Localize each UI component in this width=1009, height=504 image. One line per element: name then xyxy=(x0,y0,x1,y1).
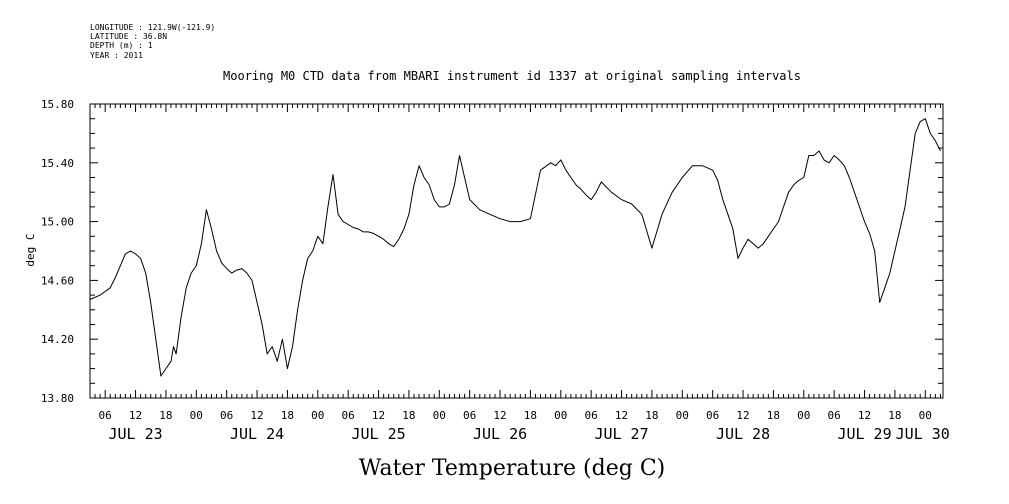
year-label: YEAR : 2011 xyxy=(90,51,143,60)
y-tick-label: 13.80 xyxy=(41,392,74,405)
depth-label: DEPTH (m) : 1 xyxy=(90,41,153,50)
x-hour-label: 06 xyxy=(463,409,476,422)
x-day-label: JUL 28 xyxy=(716,425,770,443)
temperature-series-line xyxy=(89,118,941,377)
y-axis-label: deg C xyxy=(24,233,37,266)
y-tick-label: 15.80 xyxy=(41,98,74,111)
x-hour-label: 00 xyxy=(554,409,567,422)
x-hour-label: 12 xyxy=(129,409,142,422)
x-hour-label: 18 xyxy=(645,409,658,422)
y-tick-label: 15.00 xyxy=(41,216,74,229)
x-day-label: JUL 30 xyxy=(896,425,950,443)
plot-frame xyxy=(89,103,944,399)
x-hour-label: 00 xyxy=(311,409,324,422)
x-hour-label: 12 xyxy=(372,409,385,422)
x-hour-label: 06 xyxy=(828,409,841,422)
latitude-label: LATITUDE : 36.8N xyxy=(90,32,167,41)
x-hour-label: 06 xyxy=(706,409,719,422)
x-axis: 06 12 18 00 06 12 18 00 06 12 18 00 06 12 18 00 06 12 18 00… xyxy=(89,104,950,443)
x-hour-label: 12 xyxy=(736,409,749,422)
y-tick-label: 15.40 xyxy=(41,157,74,170)
x-hour-label: 12 xyxy=(858,409,871,422)
x-hour-label: 00 xyxy=(433,409,446,422)
x-hour-label: 18 xyxy=(402,409,415,422)
x-hour-label: 00 xyxy=(676,409,689,422)
x-day-label: JUL 25 xyxy=(351,425,405,443)
y-tick-label: 14.60 xyxy=(41,274,74,287)
x-day-label: JUL 24 xyxy=(230,425,284,443)
x-hour-label: 06 xyxy=(220,409,233,422)
x-hour-label: 18 xyxy=(281,409,294,422)
series-layer xyxy=(89,118,941,377)
x-hour-label: 18 xyxy=(767,409,780,422)
x-hour-label: 12 xyxy=(493,409,506,422)
x-day-label: JUL 27 xyxy=(594,425,648,443)
y-axis: 15.80 15.40 15.00 14.60 14.20 13.80 xyxy=(41,98,943,405)
x-day-label: JUL 23 xyxy=(108,425,162,443)
x-axis-title: Water Temperature (deg C) xyxy=(359,456,666,481)
x-hour-label: 18 xyxy=(888,409,901,422)
x-hour-label: 06 xyxy=(342,409,355,422)
longitude-label: LONGITUDE : 121.9W(-121.9) xyxy=(90,23,215,32)
x-day-label: JUL 29 xyxy=(837,425,891,443)
x-hour-label: 12 xyxy=(615,409,628,422)
x-hour-label: 18 xyxy=(524,409,537,422)
x-hour-label: 12 xyxy=(250,409,263,422)
chart-title: Mooring M0 CTD data from MBARI instrumen… xyxy=(223,69,801,83)
plot-border xyxy=(89,103,944,399)
x-hour-label: 00 xyxy=(797,409,810,422)
x-hour-label: 06 xyxy=(585,409,598,422)
x-hour-label: 00 xyxy=(919,409,932,422)
x-hour-label: 18 xyxy=(159,409,172,422)
x-hour-label: 00 xyxy=(190,409,203,422)
x-day-label: JUL 26 xyxy=(473,425,527,443)
y-tick-label: 14.20 xyxy=(41,333,74,346)
x-hour-label: 06 xyxy=(99,409,112,422)
